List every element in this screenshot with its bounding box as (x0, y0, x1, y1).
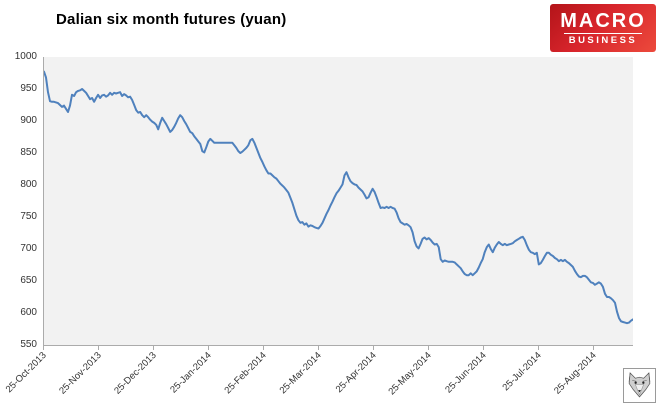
y-axis-label: 1000 (14, 51, 37, 62)
x-axis-tick (483, 346, 484, 350)
y-axis-label: 600 (20, 307, 37, 318)
y-axis-label: 650 (20, 275, 37, 286)
y-axis-label: 900 (20, 115, 37, 126)
price-line (44, 70, 633, 325)
y-axis-label: 850 (20, 147, 37, 158)
y-axis-label: 750 (20, 211, 37, 222)
x-axis-tick (538, 346, 539, 350)
chart-plot-area (43, 57, 633, 346)
macro-business-logo[interactable]: MACRO BUSINESS (550, 4, 656, 52)
wolf-face-icon (628, 372, 651, 398)
y-axis-label: 950 (20, 83, 37, 94)
chart-canvas (44, 70, 633, 325)
y-axis-label: 800 (20, 179, 37, 190)
x-axis-tick (373, 346, 374, 350)
x-axis-tick (318, 346, 319, 350)
x-axis-tick (263, 346, 264, 350)
y-axis-label: 700 (20, 243, 37, 254)
x-axis-tick (208, 346, 209, 350)
logo-macro-text: MACRO (560, 9, 646, 32)
y-axis-label: 550 (20, 339, 37, 350)
chart-title: Dalian six month futures (yuan) (56, 11, 287, 28)
x-axis-tick (428, 346, 429, 350)
x-axis-tick (98, 346, 99, 350)
x-axis-tick (593, 346, 594, 350)
x-axis-tick (153, 346, 154, 350)
logo-divider (564, 32, 642, 34)
logo-business-text: BUSINESS (568, 34, 638, 46)
x-axis-tick (43, 346, 44, 350)
wolf-favicon (623, 368, 656, 403)
x-axis-label: 25-Oct-2013 (3, 350, 49, 396)
